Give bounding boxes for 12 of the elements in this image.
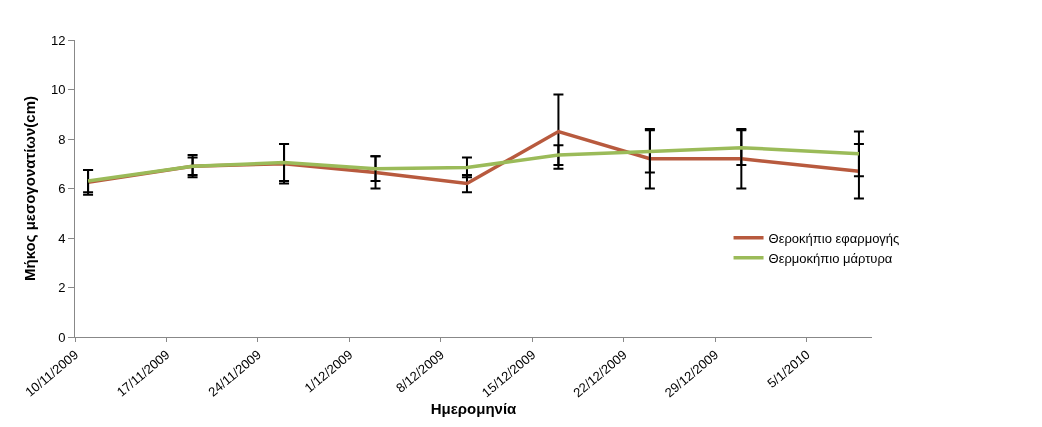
y-tick-label: 4 xyxy=(58,230,66,246)
legend-label: Θερμοκήπιο μάρτυρα xyxy=(768,250,893,266)
x-axis-title: Ημερομηνία xyxy=(430,400,518,418)
y-axis-title: Μήκος μεσογονατίων(cm) xyxy=(21,96,38,281)
y-tick-label: 12 xyxy=(50,32,66,48)
y-tick-label: 2 xyxy=(58,280,66,296)
legend-label: Θεροκήπιο εφαρμογής xyxy=(768,230,900,246)
line-series xyxy=(86,145,861,183)
y-tick-label: 6 xyxy=(58,181,66,197)
y-tick-label: 10 xyxy=(50,82,66,98)
y-tick-label: 0 xyxy=(58,329,66,345)
y-tick-label: 8 xyxy=(58,131,66,147)
